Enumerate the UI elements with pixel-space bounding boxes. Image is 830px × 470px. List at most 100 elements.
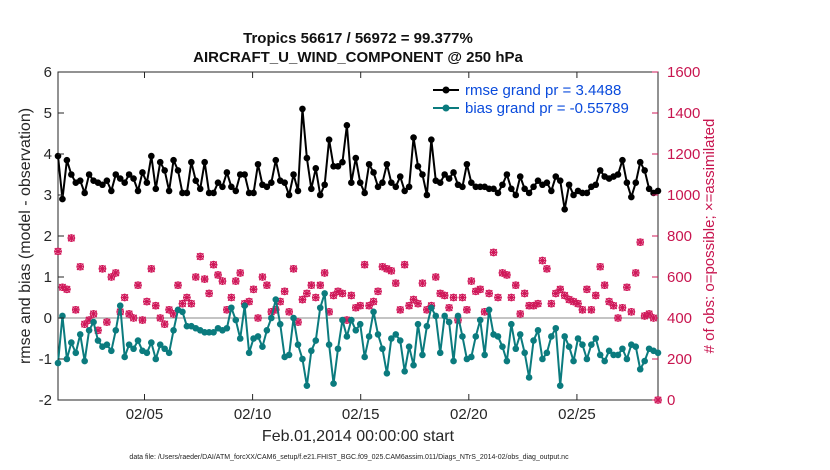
- rmse-point: [334, 163, 342, 170]
- rmse-point: [508, 185, 515, 193]
- obs-assimilated-point: [631, 269, 640, 277]
- y-tick-label-right: 1200: [667, 146, 700, 163]
- y-tick-label-left: 3: [44, 187, 52, 204]
- bias-point: [245, 349, 253, 357]
- y-tick-label-right: 800: [667, 228, 692, 245]
- bias-point: [632, 343, 640, 351]
- rmse-point: [308, 185, 315, 193]
- obs-assimilated-point: [369, 297, 378, 306]
- obs-assimilated-point: [338, 289, 347, 298]
- rmse-point: [348, 179, 355, 186]
- bias-point: [468, 353, 475, 361]
- bias-point: [521, 349, 528, 357]
- bias-point: [316, 304, 324, 312]
- bias-point: [556, 382, 564, 389]
- obs-assimilated-point: [578, 306, 587, 314]
- rmse-point: [63, 156, 71, 164]
- rmse-point: [392, 183, 400, 191]
- legend-box: [430, 79, 650, 121]
- obs-assimilated-point: [183, 293, 191, 302]
- obs-assimilated-point: [103, 318, 111, 326]
- rmse-point: [441, 171, 448, 178]
- rmse-point: [370, 169, 377, 176]
- bias-point: [343, 333, 351, 340]
- rmse-point: [321, 181, 328, 189]
- bias-point: [396, 337, 404, 344]
- bias-point: [543, 349, 551, 357]
- rmse-point: [556, 177, 564, 184]
- bias-series: [54, 290, 662, 389]
- bias-point: [179, 308, 186, 316]
- rmse-point: [254, 160, 262, 168]
- rmse-point: [170, 156, 177, 164]
- x-axis-label: Feb.01,2014 00:00:00 start: [262, 428, 455, 445]
- rmse-point: [68, 171, 75, 178]
- bias-point: [530, 337, 537, 344]
- bias-point: [81, 357, 88, 365]
- rmse-point: [445, 175, 453, 182]
- rmse-point: [272, 156, 280, 164]
- obs-assimilated-point: [476, 285, 485, 294]
- bias-point: [321, 290, 328, 297]
- rmse-point: [108, 187, 115, 195]
- rmse-point: [459, 183, 466, 191]
- obs-assimilated-point: [71, 306, 80, 314]
- bias-point: [574, 335, 582, 342]
- obs-assimilated-point: [209, 260, 218, 269]
- bias-point: [241, 302, 248, 310]
- rmse-point: [125, 171, 133, 178]
- rmse-point: [116, 175, 124, 182]
- rmse-point: [148, 152, 155, 160]
- y-axis-left-label: rmse and bias (model - observation): [17, 108, 34, 364]
- rmse-point: [219, 183, 226, 191]
- y-tick-label-right: 1400: [667, 105, 700, 122]
- rmse-point: [139, 169, 146, 176]
- bias-point: [108, 347, 115, 355]
- rmse-point: [228, 183, 235, 191]
- obs-assimilated-point: [67, 234, 76, 242]
- obs-assimilated-point: [383, 265, 391, 273]
- rmse-point: [85, 171, 93, 178]
- obs-assimilated-point: [254, 314, 262, 322]
- rmse-point: [419, 171, 426, 178]
- y-tick-label-right: 1600: [667, 64, 700, 81]
- obs-assimilated-point: [520, 289, 529, 298]
- bias-point: [494, 333, 502, 340]
- rmse-point: [561, 206, 568, 213]
- rmse-point: [636, 158, 644, 166]
- obs-assimilated-point: [178, 299, 187, 308]
- bias-point: [552, 324, 560, 332]
- obs-assimilated-point: [325, 308, 333, 316]
- bias-point: [223, 324, 231, 332]
- axis-ticks: 02/05 02/10 02/15 02/20 02/25 -2 -1 0 1 2 3 4 5 6 0 200…: [39, 64, 701, 423]
- rmse-point: [423, 191, 431, 199]
- rmse-point: [361, 189, 368, 197]
- obs-assimilated-point: [574, 299, 582, 308]
- obs-assimilated-point: [285, 308, 293, 316]
- legend-bias-marker: [442, 104, 450, 112]
- bias-point: [365, 333, 373, 340]
- obs-assimilated-point: [414, 299, 422, 308]
- rmse-point: [192, 177, 200, 184]
- bias-point: [325, 341, 333, 348]
- rmse-point: [281, 179, 288, 186]
- bias-point: [103, 341, 111, 348]
- obs-assimilated-point: [405, 301, 413, 310]
- obs-assimilated-point: [449, 293, 458, 302]
- legend: rmse grand pr = 3.4488 bias grand pr = -…: [430, 79, 650, 121]
- rmse-point: [103, 177, 111, 184]
- bias-point: [432, 312, 440, 320]
- obs-assimilated-point: [298, 295, 307, 304]
- chart-title-line2: AIRCRAFT_U_WIND_COMPONENT @ 250 hPa: [193, 49, 523, 66]
- obs-assimilated-point: [360, 260, 369, 269]
- rmse-series: [54, 105, 662, 213]
- rmse-point: [156, 158, 164, 166]
- obs-assimilated-point: [605, 297, 613, 306]
- rmse-point: [596, 167, 604, 174]
- obs-assimilated-point: [223, 306, 231, 314]
- rmse-point: [401, 187, 408, 195]
- bias-point: [654, 349, 662, 357]
- y-tick-label-left: 4: [44, 146, 52, 163]
- bias-point: [90, 318, 97, 326]
- bias-point: [414, 320, 422, 328]
